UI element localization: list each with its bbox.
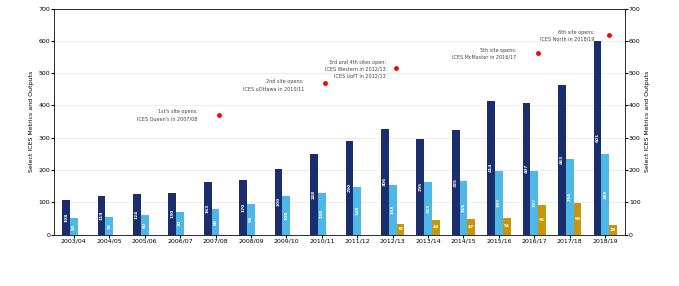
Text: 80: 80 xyxy=(213,219,217,225)
Text: 60: 60 xyxy=(143,222,147,228)
Text: 70: 70 xyxy=(178,220,182,226)
Text: 306: 306 xyxy=(383,177,387,186)
Text: 163: 163 xyxy=(206,204,210,213)
Bar xyxy=(353,187,361,235)
Bar xyxy=(133,194,141,235)
Bar xyxy=(416,139,424,235)
Text: 130: 130 xyxy=(170,209,175,218)
Bar xyxy=(212,209,219,235)
Text: 1st's site opens:
ICES Queen's in 2007/08: 1st's site opens: ICES Queen's in 2007/0… xyxy=(137,109,198,121)
Text: 6th site opens:
ICES North in 2018/19: 6th site opens: ICES North in 2018/19 xyxy=(540,30,595,42)
Text: 108: 108 xyxy=(64,212,68,222)
Bar xyxy=(176,212,184,235)
Text: 197: 197 xyxy=(532,198,536,207)
Bar xyxy=(566,159,574,235)
Text: 165: 165 xyxy=(462,203,466,212)
Text: 414: 414 xyxy=(489,163,493,172)
Bar xyxy=(503,218,511,235)
Text: 163: 163 xyxy=(426,204,430,213)
Text: 170: 170 xyxy=(241,202,245,212)
Text: 124: 124 xyxy=(135,210,139,219)
Text: 153: 153 xyxy=(390,205,394,214)
Text: 200: 200 xyxy=(276,197,280,206)
Bar xyxy=(558,85,566,235)
Text: 148: 148 xyxy=(355,206,359,215)
Text: 100: 100 xyxy=(285,211,289,220)
Text: 44: 44 xyxy=(433,225,439,229)
Bar xyxy=(609,225,617,235)
Text: 119: 119 xyxy=(99,210,103,220)
Bar xyxy=(574,203,581,235)
Text: 2nd site opens:
ICES uOttawa in 2010/11: 2nd site opens: ICES uOttawa in 2010/11 xyxy=(242,80,304,92)
Bar xyxy=(460,181,467,235)
Bar xyxy=(346,141,353,235)
Bar xyxy=(318,192,326,235)
Bar xyxy=(310,154,318,235)
Text: 3rd and 4th sites open:
ICES Western in 2012/13
ICES UofT in 2012/13: 3rd and 4th sites open: ICES Western in … xyxy=(325,60,386,79)
Bar xyxy=(389,185,397,235)
Bar xyxy=(105,217,113,235)
Text: 51: 51 xyxy=(504,224,510,228)
Bar xyxy=(530,171,538,235)
Text: 325: 325 xyxy=(454,178,458,186)
Text: 463: 463 xyxy=(560,155,564,164)
Y-axis label: Select ICES Metrics and Outputs: Select ICES Metrics and Outputs xyxy=(29,71,34,172)
Bar xyxy=(523,103,530,235)
Bar xyxy=(467,219,475,235)
Text: 295: 295 xyxy=(418,182,422,191)
Text: 197: 197 xyxy=(497,198,501,207)
Text: 28: 28 xyxy=(610,228,616,232)
Text: 55: 55 xyxy=(107,223,111,229)
Text: 32: 32 xyxy=(397,227,403,231)
Bar xyxy=(397,224,404,235)
Text: 5th site opens:
ICES McMaster in 2016/17: 5th site opens: ICES McMaster in 2016/17 xyxy=(452,48,517,60)
Text: 98: 98 xyxy=(574,217,581,221)
Bar xyxy=(70,219,77,235)
Text: 91: 91 xyxy=(539,218,545,222)
Bar xyxy=(593,41,602,235)
Text: 47: 47 xyxy=(469,225,475,229)
Text: 249: 249 xyxy=(603,190,607,199)
Bar xyxy=(98,196,105,235)
Text: 407: 407 xyxy=(525,164,528,174)
Bar xyxy=(432,220,440,235)
Text: 234: 234 xyxy=(568,192,572,201)
Text: 94: 94 xyxy=(249,216,253,223)
Text: 130: 130 xyxy=(320,209,324,218)
Text: 248: 248 xyxy=(312,190,316,199)
Bar xyxy=(239,180,247,235)
Bar xyxy=(275,169,282,235)
Text: 290: 290 xyxy=(348,183,352,192)
Text: 601: 601 xyxy=(595,133,600,142)
Bar xyxy=(452,130,460,235)
Bar xyxy=(602,154,609,235)
Bar xyxy=(62,200,70,235)
Bar xyxy=(168,192,176,235)
Bar xyxy=(141,215,149,235)
Bar xyxy=(282,196,290,235)
Bar xyxy=(381,129,389,235)
Bar xyxy=(495,171,503,235)
Bar xyxy=(488,101,495,235)
Bar xyxy=(424,182,432,235)
Bar xyxy=(538,205,546,235)
Bar xyxy=(204,182,212,235)
Bar xyxy=(247,204,255,235)
Text: 50: 50 xyxy=(72,223,76,229)
Y-axis label: Select ICES Metrics and Outputs: Select ICES Metrics and Outputs xyxy=(645,71,650,172)
